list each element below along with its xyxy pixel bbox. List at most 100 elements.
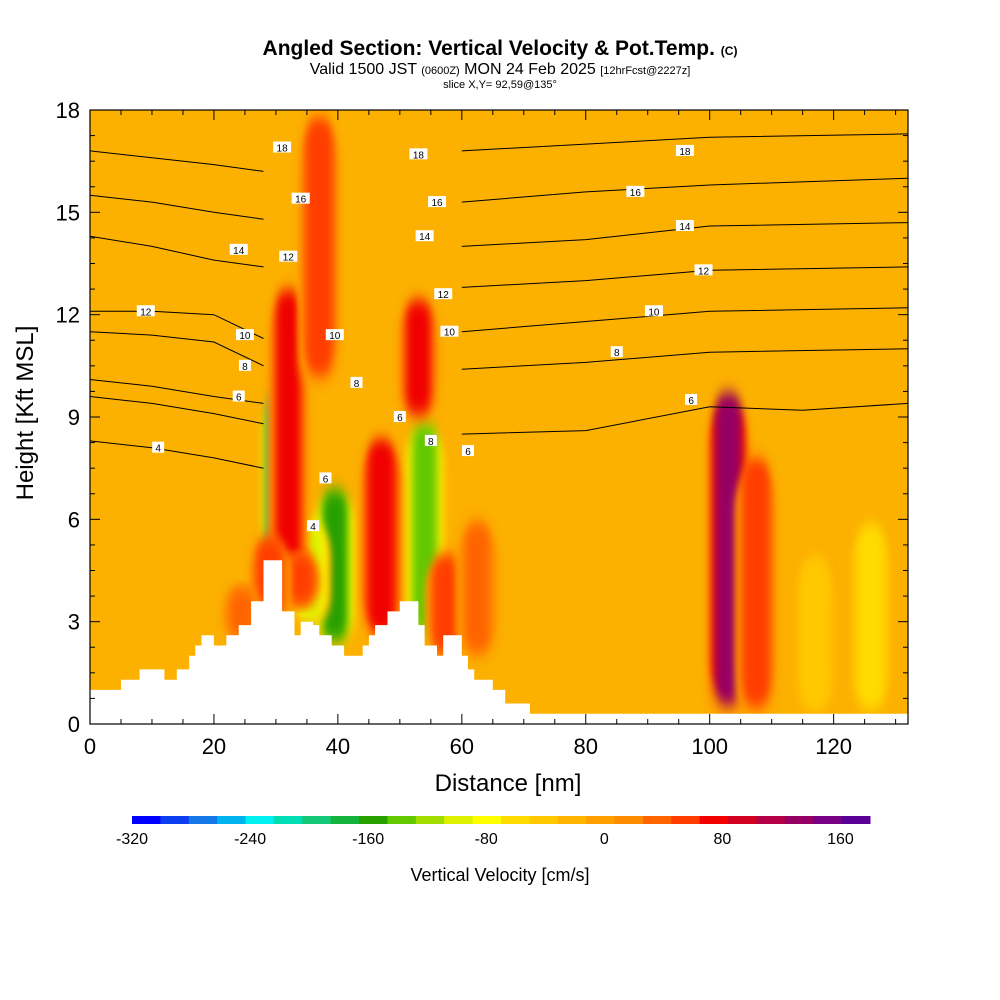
x-tick-label: 80 bbox=[574, 734, 598, 759]
contour-label-box bbox=[675, 219, 694, 231]
contour-label: 6 bbox=[462, 445, 475, 458]
contour-label-box bbox=[350, 376, 363, 388]
updraft-core bbox=[434, 556, 458, 653]
downdraft-core bbox=[803, 558, 827, 709]
title-main: Angled Section: Vertical Velocity & Pot.… bbox=[262, 37, 715, 60]
contour-label-text: 10 bbox=[329, 331, 341, 342]
updraft-core bbox=[716, 392, 740, 704]
contour-label: 18 bbox=[675, 144, 694, 158]
contour-label: 6 bbox=[685, 393, 698, 407]
contour-line bbox=[461, 222, 908, 247]
colorbar-swatch bbox=[302, 816, 332, 824]
contour-label: 10 bbox=[325, 329, 344, 342]
contour-label-box bbox=[325, 329, 344, 341]
colorbar-tick-label: -240 bbox=[234, 831, 266, 848]
colorbar-swatch bbox=[245, 816, 275, 824]
contour-label-box bbox=[152, 441, 165, 453]
chart-subtitle: Valid 1500 JST (0600Z) MON 24 Feb 2025 [… bbox=[0, 62, 1000, 79]
colorbar-swatch bbox=[671, 816, 701, 824]
contour-line bbox=[461, 133, 908, 152]
contour-label-box bbox=[229, 243, 248, 255]
contour-label-text: 18 bbox=[679, 147, 691, 158]
contour-label: 10 bbox=[440, 325, 459, 339]
colorbar-swatch bbox=[642, 816, 672, 824]
colorbar-swatch bbox=[359, 816, 388, 824]
contour-label-box bbox=[675, 144, 694, 156]
contour-label: 12 bbox=[136, 305, 155, 318]
contour-label-box bbox=[610, 346, 623, 358]
contour-label-box bbox=[644, 305, 663, 317]
contour-label-text: 14 bbox=[233, 246, 245, 257]
x-tick-label: 120 bbox=[815, 734, 852, 759]
contour-line bbox=[461, 307, 908, 333]
contour-line bbox=[90, 194, 264, 220]
contour-label-text: 12 bbox=[438, 290, 450, 301]
contour-label: 10 bbox=[235, 329, 254, 342]
contour-label: 10 bbox=[644, 305, 663, 318]
slice-info: slice X,Y= 92,59@135° bbox=[443, 79, 557, 91]
contour-label-box bbox=[694, 264, 713, 276]
colorbar-tick-label: 80 bbox=[714, 831, 732, 848]
contour-label-box bbox=[424, 434, 437, 446]
contour-label: 8 bbox=[610, 346, 623, 359]
updraft-core bbox=[307, 118, 331, 375]
colorbar-swatch bbox=[217, 816, 247, 824]
contour-label-box bbox=[440, 325, 459, 337]
contour-label: 4 bbox=[307, 520, 320, 533]
contour-label-box bbox=[273, 141, 292, 153]
contour-line bbox=[461, 177, 908, 203]
contour-label-box bbox=[685, 393, 698, 405]
contour-label: 14 bbox=[415, 230, 434, 243]
contour-label: 6 bbox=[232, 390, 245, 404]
contour-label-text: 18 bbox=[277, 144, 289, 155]
colorbar-swatch bbox=[472, 816, 502, 824]
contour-line bbox=[90, 440, 264, 469]
contour-label-text: 14 bbox=[679, 222, 691, 233]
contour-label-box bbox=[136, 305, 155, 317]
contour-label-box bbox=[434, 288, 453, 300]
contour-label-box bbox=[428, 196, 447, 208]
contour-line bbox=[90, 235, 264, 268]
contour-label-text: 10 bbox=[239, 331, 251, 342]
y-tick-label: 3 bbox=[68, 610, 80, 635]
contour-label-text: 8 bbox=[428, 437, 434, 448]
contour-label-text: 12 bbox=[140, 307, 152, 318]
colorbar-swatch bbox=[813, 816, 843, 824]
x-tick-label: 0 bbox=[84, 734, 96, 759]
updraft-core bbox=[406, 301, 431, 414]
y-tick-label: 0 bbox=[68, 712, 80, 737]
contour-label-text: 10 bbox=[444, 328, 456, 339]
title-unit: (C) bbox=[720, 44, 738, 58]
contour-label: 6 bbox=[393, 411, 406, 424]
contour-label-text: 8 bbox=[614, 348, 620, 359]
contour-line bbox=[90, 150, 264, 172]
colorbar-tick-label: 0 bbox=[600, 831, 609, 848]
contour-label: 12 bbox=[279, 250, 298, 264]
updraft-core bbox=[369, 440, 393, 633]
contour-label-text: 10 bbox=[648, 307, 660, 318]
contour-label-text: 6 bbox=[397, 413, 403, 424]
contour-label: 18 bbox=[409, 148, 428, 161]
contour-label-box bbox=[307, 520, 320, 532]
y-tick-label: 6 bbox=[68, 507, 80, 532]
contour-label: 18 bbox=[273, 141, 292, 155]
contour-line bbox=[90, 331, 264, 367]
chart-header: Angled Section: Vertical Velocity & Pot.… bbox=[0, 38, 1000, 92]
colorbar-swatch bbox=[444, 816, 474, 824]
contour-label: 14 bbox=[229, 243, 248, 257]
contour-label: 8 bbox=[238, 359, 251, 373]
contour-label: 8 bbox=[350, 376, 363, 390]
contour-label-box bbox=[279, 250, 298, 262]
colorbar: -320 -240 -160 -80 0 80 160 bbox=[116, 816, 871, 848]
contour-label-text: 12 bbox=[698, 266, 710, 277]
contour-label-text: 6 bbox=[236, 393, 242, 404]
contour-line bbox=[461, 266, 908, 288]
contour-label-text: 14 bbox=[419, 232, 431, 243]
downdraft-core bbox=[859, 525, 883, 708]
chart-title: Angled Section: Vertical Velocity & Pot.… bbox=[0, 38, 1000, 62]
contour-label-box bbox=[393, 411, 406, 422]
colorbar-tick-label: 160 bbox=[827, 831, 854, 848]
colorbar-swatch bbox=[728, 816, 757, 824]
contour-label: 16 bbox=[626, 185, 645, 199]
